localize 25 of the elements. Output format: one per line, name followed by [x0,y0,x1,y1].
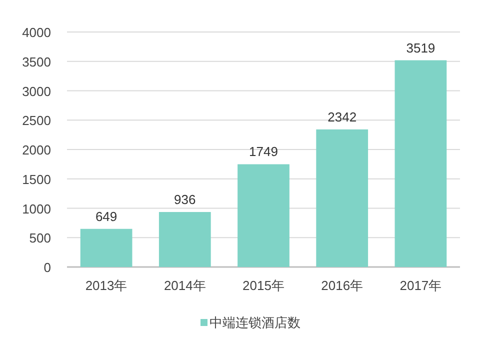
data-label: 1749 [249,144,278,160]
y-tick-label: 3500 [22,54,51,70]
data-label: 936 [174,192,196,208]
bar [238,164,290,267]
y-tick-label: 1000 [22,201,51,216]
x-tick-label: 2016年 [321,278,364,293]
x-tick-label: 2015年 [242,278,284,293]
y-tick-label: 2500 [22,113,51,128]
bar [394,60,447,267]
data-label: 2342 [328,109,357,124]
y-tick-label: 2000 [22,142,51,158]
bar [158,212,211,267]
data-label: 649 [95,208,118,224]
y-tick-label: 1500 [22,172,51,187]
legend-label: 中端连锁酒店数 [210,315,300,330]
y-tick-label: 3000 [22,84,51,99]
x-tick-label: 2017年 [400,278,442,293]
y-tick-label: 500 [29,230,51,246]
bar [80,228,132,267]
bar [316,129,368,267]
x-tick-label: 2013年 [85,278,128,293]
data-label: 3519 [406,40,436,56]
y-tick-label: 4000 [22,25,51,40]
x-tick-label: 2014年 [164,278,206,293]
y-tick-label: 0 [44,260,51,275]
